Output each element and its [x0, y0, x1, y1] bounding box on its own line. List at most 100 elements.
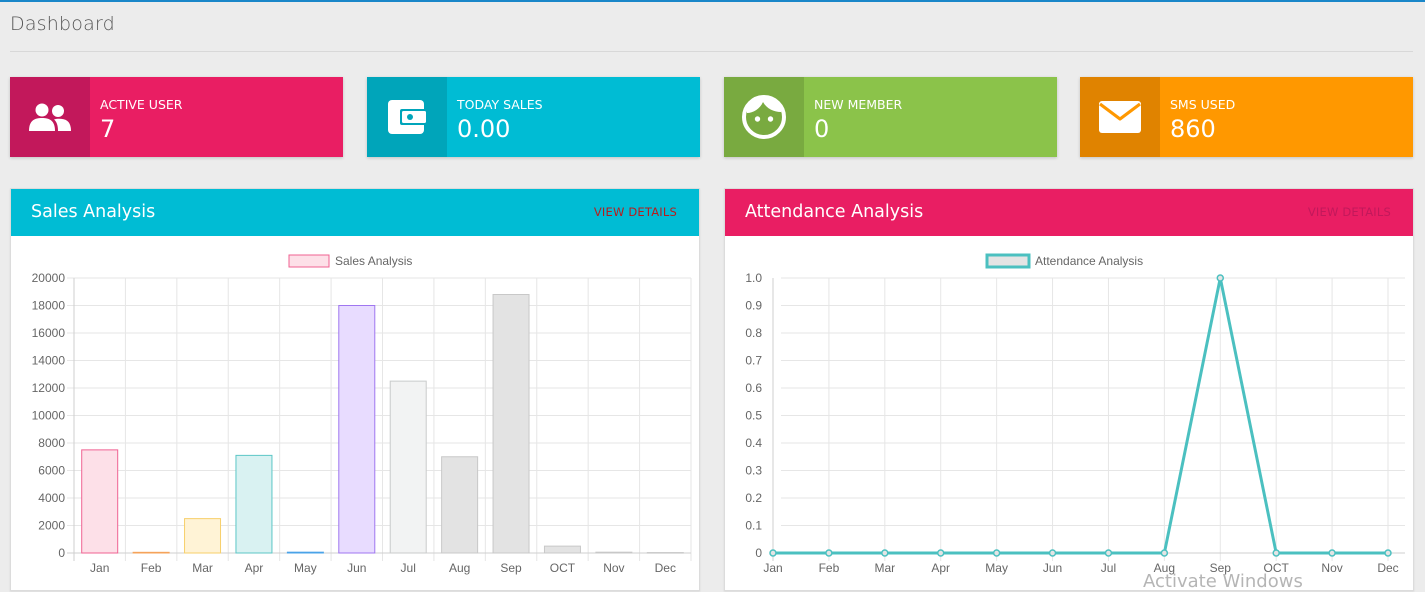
bar-may	[286, 551, 324, 554]
page-title: Dashboard	[10, 13, 115, 35]
stat-value: 0.00	[457, 115, 511, 143]
x-tick-label: May	[985, 561, 1008, 575]
y-tick-label: 16000	[32, 326, 66, 340]
attendance-line-chart: Attendance Analysis 0 0.1 0.2 0.3 0.4 0.5 0.6 0.…	[745, 253, 1405, 575]
point-mar	[881, 549, 889, 557]
x-tick-label: Dec	[655, 561, 676, 575]
bar-feb	[132, 551, 170, 554]
users-icon	[29, 103, 71, 131]
activate-windows-watermark: Activate Windows	[1143, 571, 1303, 592]
bar-apr	[235, 454, 273, 554]
y-tick-label: 8000	[38, 436, 65, 450]
legend-swatch	[288, 254, 330, 268]
x-tick-label: Dec	[1377, 561, 1398, 575]
stat-label: NEW MEMBER	[814, 97, 903, 112]
stat-label: TODAY SALES	[457, 97, 543, 112]
title-divider	[10, 51, 1413, 52]
stat-card-new-member[interactable]: NEW MEMBER 0	[724, 77, 1057, 157]
stat-label: SMS USED	[1170, 97, 1236, 112]
point-jul	[1104, 549, 1113, 557]
sales-analysis-panel: Sales Analysis VIEW DETAILS Sales Analys…	[10, 188, 700, 591]
series-line	[773, 276, 1388, 555]
wallet-icon	[388, 100, 426, 134]
stat-icon-box	[10, 77, 90, 157]
bar-oct	[543, 545, 581, 554]
top-accent-line	[0, 0, 1425, 2]
point-aug	[1160, 549, 1169, 557]
y-tick-label: 0.5	[745, 409, 762, 423]
y-tick-label: 18000	[32, 299, 66, 313]
stat-icon-box	[724, 77, 804, 157]
panel-title: Attendance Analysis	[745, 202, 924, 222]
y-tick-label: 1.0	[745, 271, 762, 285]
x-tick-label: Jul	[1101, 561, 1116, 575]
x-tick-label: Jul	[401, 561, 416, 575]
x-tick-label: Mar	[874, 561, 895, 575]
panel-title: Sales Analysis	[31, 202, 156, 222]
sales-bar-chart: Sales Analysis 0 2000 4000 6000 8000 10000 1200…	[32, 254, 692, 575]
y-tick-label: 0.3	[745, 464, 762, 478]
x-tick-label: Nov	[603, 561, 624, 575]
stat-value: 0	[814, 115, 830, 143]
bar-nov	[595, 551, 633, 554]
y-tick-label: 0.9	[745, 299, 762, 313]
x-tick-label: Feb	[819, 561, 840, 575]
x-tick-label: Aug	[449, 561, 470, 575]
x-tick-label: Jun	[1043, 561, 1062, 575]
view-details-link[interactable]: VIEW DETAILS	[593, 205, 677, 219]
view-details-link[interactable]: VIEW DETAILS	[1307, 205, 1391, 219]
x-tick-label: Aug	[1154, 561, 1175, 575]
face-icon	[742, 95, 786, 139]
x-tick-label: Feb	[141, 561, 162, 575]
x-tick-label: Apr	[245, 561, 264, 575]
bar-sep	[492, 294, 530, 554]
bar-jul	[389, 380, 427, 554]
x-tick-label: Jan	[90, 561, 109, 575]
point-may	[992, 549, 1001, 557]
point-nov	[1328, 549, 1336, 557]
stat-label: ACTIVE USER	[100, 97, 183, 112]
bar-mar	[184, 518, 222, 554]
y-tick-label: 0.2	[745, 491, 762, 505]
panel-header: Sales Analysis VIEW DETAILS	[11, 189, 699, 236]
stat-card-active-user[interactable]: ACTIVE USER 7	[10, 77, 343, 157]
y-tick-label: 10000	[32, 409, 66, 423]
legend-swatch	[985, 253, 1031, 269]
x-tick-label: Mar	[192, 561, 213, 575]
bar-jun	[338, 305, 376, 554]
y-tick-label: 2000	[38, 519, 65, 533]
y-tick-label: 0.6	[745, 381, 762, 395]
y-tick-label: 6000	[38, 464, 65, 478]
panel-header: Attendance Analysis VIEW DETAILS	[725, 189, 1413, 236]
stat-card-sms-used[interactable]: SMS USED 860	[1080, 77, 1413, 157]
bar-jan	[81, 449, 119, 554]
point-jan	[769, 549, 777, 557]
legend-label: Sales Analysis	[335, 254, 412, 268]
stat-value: 860	[1170, 115, 1216, 143]
attendance-analysis-panel: Attendance Analysis VIEW DETAILS Attenda…	[724, 188, 1414, 591]
y-tick-label: 0.7	[745, 354, 762, 368]
point-jun	[1048, 549, 1057, 557]
y-tick-label: 14000	[32, 354, 66, 368]
x-tick-label: OCT	[1264, 561, 1290, 575]
stat-icon-box	[1080, 77, 1160, 157]
y-tick-label: 0.8	[745, 326, 762, 340]
x-tick-label: Jun	[347, 561, 366, 575]
stat-value: 7	[100, 115, 116, 143]
stat-card-today-sales[interactable]: TODAY SALES 0.00	[367, 77, 700, 157]
point-sep	[1216, 274, 1225, 282]
bar-dec	[646, 552, 684, 554]
y-tick-label: 4000	[38, 491, 65, 505]
legend-label: Attendance Analysis	[1035, 254, 1143, 268]
y-tick-label: 12000	[32, 381, 66, 395]
point-dec	[1384, 549, 1392, 557]
point-oct	[1272, 549, 1280, 557]
x-tick-label: May	[294, 561, 317, 575]
bar-aug	[441, 456, 479, 554]
point-feb	[825, 549, 833, 557]
envelope-icon	[1099, 101, 1141, 133]
stat-icon-box	[367, 77, 447, 157]
x-tick-label: Nov	[1321, 561, 1342, 575]
x-tick-label: Apr	[931, 561, 950, 575]
y-tick-label: 0.1	[745, 519, 762, 533]
